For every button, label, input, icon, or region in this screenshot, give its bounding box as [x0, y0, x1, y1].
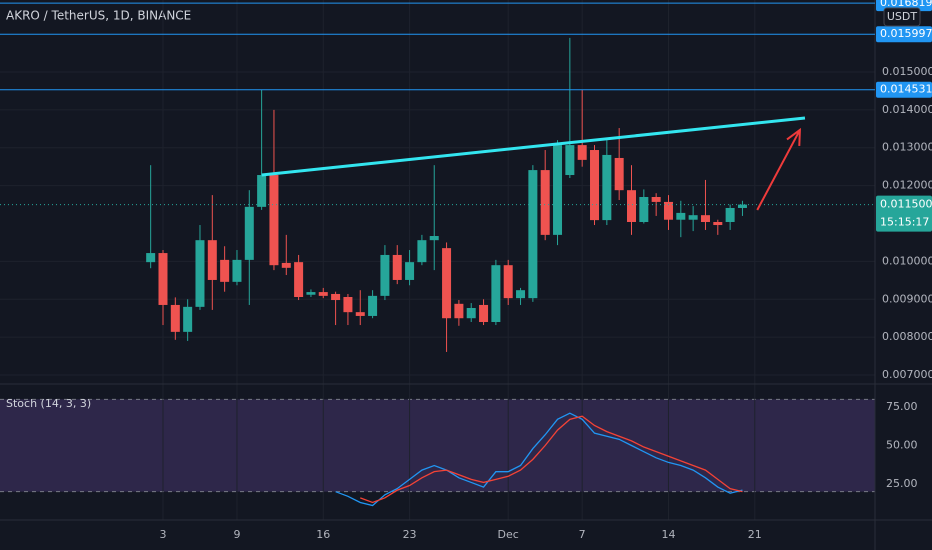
- candle-body: [183, 306, 193, 332]
- candle-body: [491, 265, 501, 323]
- candle-body: [146, 253, 156, 263]
- price-line-label: 0.014531: [880, 83, 932, 96]
- candle-body: [405, 262, 415, 280]
- candle-body: [195, 240, 205, 307]
- x-tick-label: 7: [579, 528, 586, 541]
- stoch-tick-label: 50.00: [886, 438, 918, 451]
- indicator-title: Stoch (14, 3, 3): [6, 397, 91, 410]
- candle-body: [417, 240, 427, 263]
- candle-body: [429, 236, 439, 241]
- candle-body: [577, 145, 587, 160]
- candle-body: [565, 145, 575, 176]
- x-tick-label: 3: [159, 528, 166, 541]
- y-tick-label: 0.012000: [882, 179, 932, 192]
- price-line-label-bg: [876, 81, 932, 98]
- candle-body: [269, 175, 279, 266]
- stoch-line: [360, 415, 743, 504]
- candle-body: [540, 170, 550, 235]
- stoch-tick-label: 25.00: [886, 477, 918, 490]
- candle-body: [553, 145, 563, 235]
- last-price-label: 0.011500: [880, 198, 932, 211]
- y-tick-label: 0.010000: [882, 254, 932, 267]
- x-tick-label: 23: [403, 528, 417, 541]
- candle-body: [281, 262, 291, 268]
- candle-body: [380, 254, 390, 296]
- x-tick-label: Dec: [498, 528, 519, 541]
- candle-body: [343, 297, 353, 313]
- chart-title: AKRO / TetherUS, 1D, BINANCE: [6, 9, 191, 23]
- candle-body: [676, 212, 686, 220]
- candle-body: [725, 207, 735, 222]
- x-tick-label: 9: [233, 528, 240, 541]
- price-line-label: 0.016819: [880, 0, 932, 9]
- candle-body: [663, 201, 673, 220]
- candle-body: [590, 150, 600, 221]
- y-tick-label: 0.015000: [882, 65, 932, 78]
- candle-body: [442, 248, 452, 319]
- currency-label: USDT: [887, 10, 918, 23]
- stoch-band: [0, 399, 875, 492]
- candle-body: [170, 304, 180, 332]
- candle-body: [368, 295, 378, 316]
- candle-body: [528, 170, 538, 299]
- candle-body: [602, 154, 612, 221]
- candle-body: [232, 259, 242, 282]
- candle-body: [331, 293, 341, 301]
- candle-body: [639, 196, 649, 222]
- candle-body: [466, 307, 476, 319]
- candle-body: [392, 254, 402, 280]
- candle-body: [318, 292, 328, 296]
- candle-body: [626, 190, 636, 222]
- currency-bg: [883, 7, 921, 27]
- candle-body: [700, 215, 710, 222]
- price-line-label: 0.015997: [880, 27, 932, 40]
- trendline: [261, 116, 806, 177]
- stoch-line: [335, 412, 743, 507]
- candle-body: [614, 157, 624, 191]
- stoch-tick-label: 75.00: [886, 400, 918, 413]
- x-tick-label: 16: [316, 528, 330, 541]
- y-tick-label: 0.009000: [882, 292, 932, 305]
- candle-body: [306, 292, 316, 295]
- candle-body: [207, 240, 217, 280]
- candle-body: [294, 262, 304, 298]
- candle-body: [688, 215, 698, 220]
- candle-body: [158, 253, 168, 305]
- last-price-bg: [876, 195, 932, 232]
- countdown: 15:15:17: [880, 216, 929, 229]
- candle-body: [244, 206, 254, 260]
- candle-body: [355, 312, 365, 316]
- candle-body: [220, 259, 230, 282]
- candle-body: [257, 175, 267, 207]
- candle-body: [503, 265, 513, 299]
- arrow: [756, 127, 801, 211]
- y-tick-label: 0.013000: [882, 141, 932, 154]
- price-line-label-bg: [876, 26, 932, 43]
- x-tick-label: 14: [661, 528, 675, 541]
- candle-body: [479, 304, 489, 323]
- y-tick-label: 0.008000: [882, 330, 932, 343]
- candle-body: [516, 290, 526, 299]
- y-tick-label: 0.014000: [882, 103, 932, 116]
- candle-body: [713, 221, 723, 226]
- candle-body: [454, 303, 464, 319]
- candle-body: [737, 204, 747, 208]
- x-tick-label: 21: [748, 528, 762, 541]
- y-tick-label: 0.007000: [882, 368, 932, 381]
- candle-body: [651, 196, 661, 202]
